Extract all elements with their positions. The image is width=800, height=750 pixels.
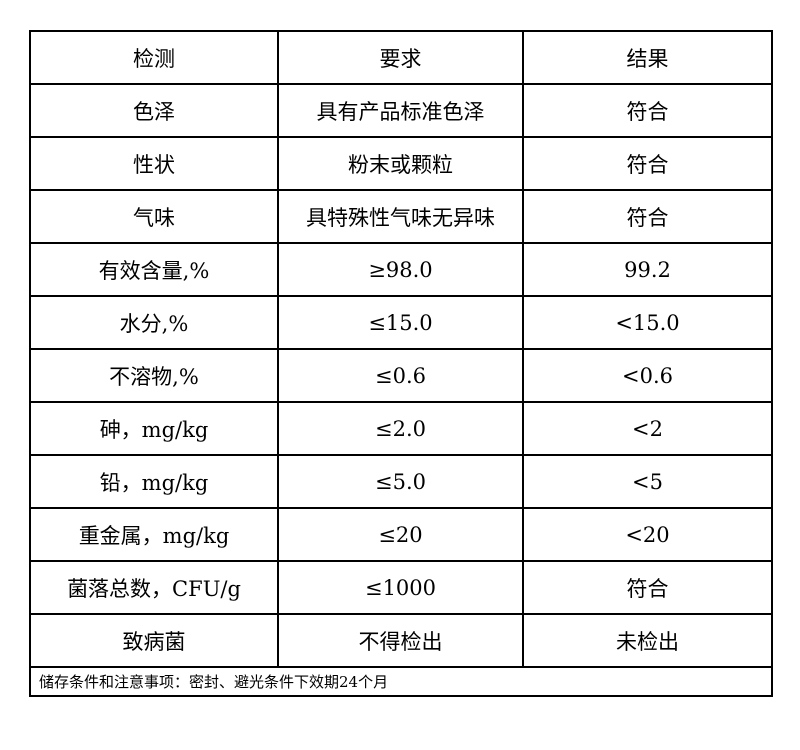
result-cell: 99.2 bbox=[522, 242, 773, 297]
table-row: 砷，mg/kg ≤2.0 <2 bbox=[29, 401, 773, 456]
table-row: 不溶物,% ≤0.6 <0.6 bbox=[29, 348, 773, 403]
item-cell: 不溶物,% bbox=[29, 348, 279, 403]
requirement-cell: 具特殊性气味无异味 bbox=[277, 189, 524, 244]
item-cell: 重金属，mg/kg bbox=[29, 507, 279, 562]
requirement-cell: ≤15.0 bbox=[277, 295, 524, 350]
result-cell: 符合 bbox=[522, 560, 773, 615]
header-cell: 要求 bbox=[277, 30, 524, 85]
item-cell: 铅，mg/kg bbox=[29, 454, 279, 509]
header-cell: 结果 bbox=[522, 30, 773, 85]
storage-note: 储存条件和注意事项：密封、避光条件下效期24个月 bbox=[29, 666, 773, 697]
table-row: 致病菌 不得检出 未检出 bbox=[29, 613, 773, 668]
table-row: 铅，mg/kg ≤5.0 <5 bbox=[29, 454, 773, 509]
requirement-cell: 不得检出 bbox=[277, 613, 524, 668]
result-cell: 符合 bbox=[522, 136, 773, 191]
item-cell: 水分,% bbox=[29, 295, 279, 350]
table-row: 色泽 具有产品标准色泽 符合 bbox=[29, 83, 773, 138]
requirement-cell: ≤2.0 bbox=[277, 401, 524, 456]
item-cell: 性状 bbox=[29, 136, 279, 191]
result-cell: <0.6 bbox=[522, 348, 773, 403]
requirement-cell: ≤0.6 bbox=[277, 348, 524, 403]
inspection-table: 检测 要求 结果 色泽 具有产品标准色泽 符合 性状 粉末或颗粒 符合 气味 具特殊性气味无异… bbox=[29, 30, 773, 697]
result-cell: 符合 bbox=[522, 83, 773, 138]
header-row: 检测 要求 结果 bbox=[29, 30, 773, 85]
item-cell: 菌落总数，CFU/g bbox=[29, 560, 279, 615]
requirement-cell: 粉末或颗粒 bbox=[277, 136, 524, 191]
requirement-cell: ≥98.0 bbox=[277, 242, 524, 297]
table-row: 有效含量,% ≥98.0 99.2 bbox=[29, 242, 773, 297]
table-row: 重金属，mg/kg ≤20 <20 bbox=[29, 507, 773, 562]
result-cell: <20 bbox=[522, 507, 773, 562]
result-cell: <15.0 bbox=[522, 295, 773, 350]
header-cell: 检测 bbox=[29, 30, 279, 85]
result-cell: <2 bbox=[522, 401, 773, 456]
requirement-cell: ≤1000 bbox=[277, 560, 524, 615]
table-row: 水分,% ≤15.0 <15.0 bbox=[29, 295, 773, 350]
table-row: 菌落总数，CFU/g ≤1000 符合 bbox=[29, 560, 773, 615]
requirement-cell: 具有产品标准色泽 bbox=[277, 83, 524, 138]
item-cell: 致病菌 bbox=[29, 613, 279, 668]
requirement-cell: ≤20 bbox=[277, 507, 524, 562]
result-cell: 符合 bbox=[522, 189, 773, 244]
requirement-cell: ≤5.0 bbox=[277, 454, 524, 509]
table-row: 气味 具特殊性气味无异味 符合 bbox=[29, 189, 773, 244]
result-cell: 未检出 bbox=[522, 613, 773, 668]
item-cell: 气味 bbox=[29, 189, 279, 244]
result-cell: <5 bbox=[522, 454, 773, 509]
table-row: 性状 粉末或颗粒 符合 bbox=[29, 136, 773, 191]
footer-row: 储存条件和注意事项：密封、避光条件下效期24个月 bbox=[29, 666, 773, 697]
item-cell: 有效含量,% bbox=[29, 242, 279, 297]
item-cell: 砷，mg/kg bbox=[29, 401, 279, 456]
item-cell: 色泽 bbox=[29, 83, 279, 138]
